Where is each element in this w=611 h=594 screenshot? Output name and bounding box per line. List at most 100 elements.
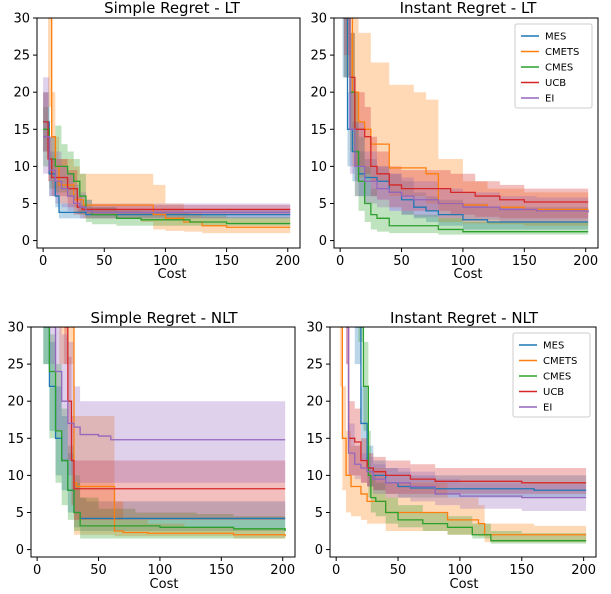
y-tick-label: 15	[7, 432, 24, 447]
band-layer	[43, 327, 286, 539]
band-cmets	[339, 327, 587, 543]
y-tick-label: 20	[13, 86, 30, 101]
x-tick-label: 0	[39, 254, 47, 269]
legend-label-cmes: CMES	[543, 372, 571, 383]
y-tick-label: 5	[22, 197, 30, 212]
chart-title: Instant Regret - LT	[400, 0, 538, 17]
band-layer	[339, 327, 587, 544]
y-tick-label: 30	[306, 321, 323, 336]
x-axis-label: Cost	[454, 267, 483, 282]
y-tick-label: 5	[319, 197, 327, 212]
x-tick-label: 100	[447, 563, 472, 578]
line-ei	[343, 18, 589, 213]
chart-simple-regret-nlt: Simple Regret - NLT Cost 0 50 100 150 200 0 5 1…	[7, 309, 296, 592]
legend-label-ei: EI	[545, 94, 554, 105]
x-tick-label: 100	[451, 254, 476, 269]
band-mes	[43, 327, 286, 532]
y-tick-label: 25	[306, 358, 323, 373]
y-tick-label: 15	[306, 432, 323, 447]
line-layer	[43, 18, 291, 228]
x-tick-label: 200	[573, 254, 598, 269]
x-tick-label: 50	[96, 254, 113, 269]
legend-label-cmets: CMETS	[545, 47, 579, 58]
x-tick-label: 150	[209, 563, 234, 578]
line-mes	[43, 121, 291, 216]
line-cmets	[59, 327, 286, 537]
legend-label-ucb: UCB	[545, 78, 566, 89]
band-cmets	[59, 327, 286, 539]
y-tick-label: 20	[7, 395, 24, 410]
band-cmes	[343, 18, 589, 235]
band-ei	[346, 327, 587, 511]
axes-frame	[333, 17, 599, 249]
line-ei	[49, 327, 286, 441]
x-tick-label: 50	[90, 563, 107, 578]
chart-instant-regret-lt: Instant Regret - LT Cost 0 50 100 150 200 0 5 1…	[310, 0, 599, 282]
band-mes	[354, 327, 587, 498]
line-cmes	[358, 327, 587, 542]
line-layer	[339, 327, 587, 542]
x-tick-label: 200	[571, 563, 596, 578]
legend-label-cmets: CMETS	[543, 356, 577, 367]
x-axis-label: Cost	[158, 267, 187, 282]
line-cmes	[43, 128, 291, 225]
plot-area	[43, 327, 286, 539]
y-tick-label: 10	[13, 160, 30, 175]
x-tick-label: 0	[33, 563, 41, 578]
line-cmets	[346, 18, 589, 211]
y-tick-label: 0	[16, 543, 24, 558]
band-ucb	[346, 327, 587, 494]
chart-title: Simple Regret - LT	[104, 0, 241, 17]
legend-label-cmes: CMES	[545, 63, 573, 74]
y-tick-label: 5	[315, 506, 323, 521]
line-cmes	[43, 327, 286, 532]
x-tick-label: 150	[512, 254, 537, 269]
x-tick-label: 150	[509, 563, 534, 578]
y-tick-label: 20	[306, 395, 323, 410]
band-ei	[43, 77, 291, 219]
band-mes	[43, 92, 291, 219]
chart-title: Simple Regret - NLT	[90, 309, 238, 327]
x-tick-label: 50	[393, 254, 410, 269]
plot-area	[339, 327, 587, 544]
chart-simple-regret-lt: Simple Regret - LT Cost 0 50 100 150 200 0 5 10…	[13, 0, 301, 282]
y-tick-label: 5	[16, 506, 24, 521]
x-tick-label: 100	[153, 254, 178, 269]
line-mes	[354, 327, 587, 491]
legend-label-ucb: UCB	[543, 387, 564, 398]
legend: MES CMETS CMES UCB EI	[512, 332, 591, 418]
x-tick-label: 50	[390, 563, 407, 578]
band-cmets	[346, 18, 589, 226]
x-tick-label: 150	[214, 254, 239, 269]
band-mes	[342, 18, 589, 230]
y-tick-label: 0	[315, 543, 323, 558]
band-cmes	[43, 327, 286, 539]
y-tick-label: 25	[310, 49, 327, 64]
plot-area	[342, 18, 589, 235]
legend-label-mes: MES	[545, 32, 566, 43]
line-ucb	[43, 121, 291, 211]
x-tick-label: 200	[275, 254, 300, 269]
y-tick-label: 20	[310, 86, 327, 101]
y-tick-label: 10	[310, 160, 327, 175]
legend-label-ei: EI	[543, 403, 552, 414]
legend-label-mes: MES	[543, 341, 564, 352]
y-tick-label: 30	[13, 12, 30, 27]
y-tick-label: 30	[310, 12, 327, 27]
y-tick-label: 30	[7, 321, 24, 336]
axes-frame	[36, 17, 301, 249]
x-axis-label: Cost	[450, 577, 479, 592]
y-tick-label: 10	[306, 469, 323, 484]
y-tick-label: 10	[7, 469, 24, 484]
y-tick-label: 25	[13, 49, 30, 64]
line-layer	[43, 327, 286, 537]
y-tick-label: 25	[7, 358, 24, 373]
chart-title: Instant Regret - NLT	[390, 309, 539, 327]
axes-frame	[30, 326, 296, 558]
plot-area	[43, 18, 291, 234]
x-tick-label: 100	[148, 563, 173, 578]
band-layer	[43, 18, 291, 234]
line-layer	[342, 18, 589, 233]
line-ei	[43, 136, 291, 214]
